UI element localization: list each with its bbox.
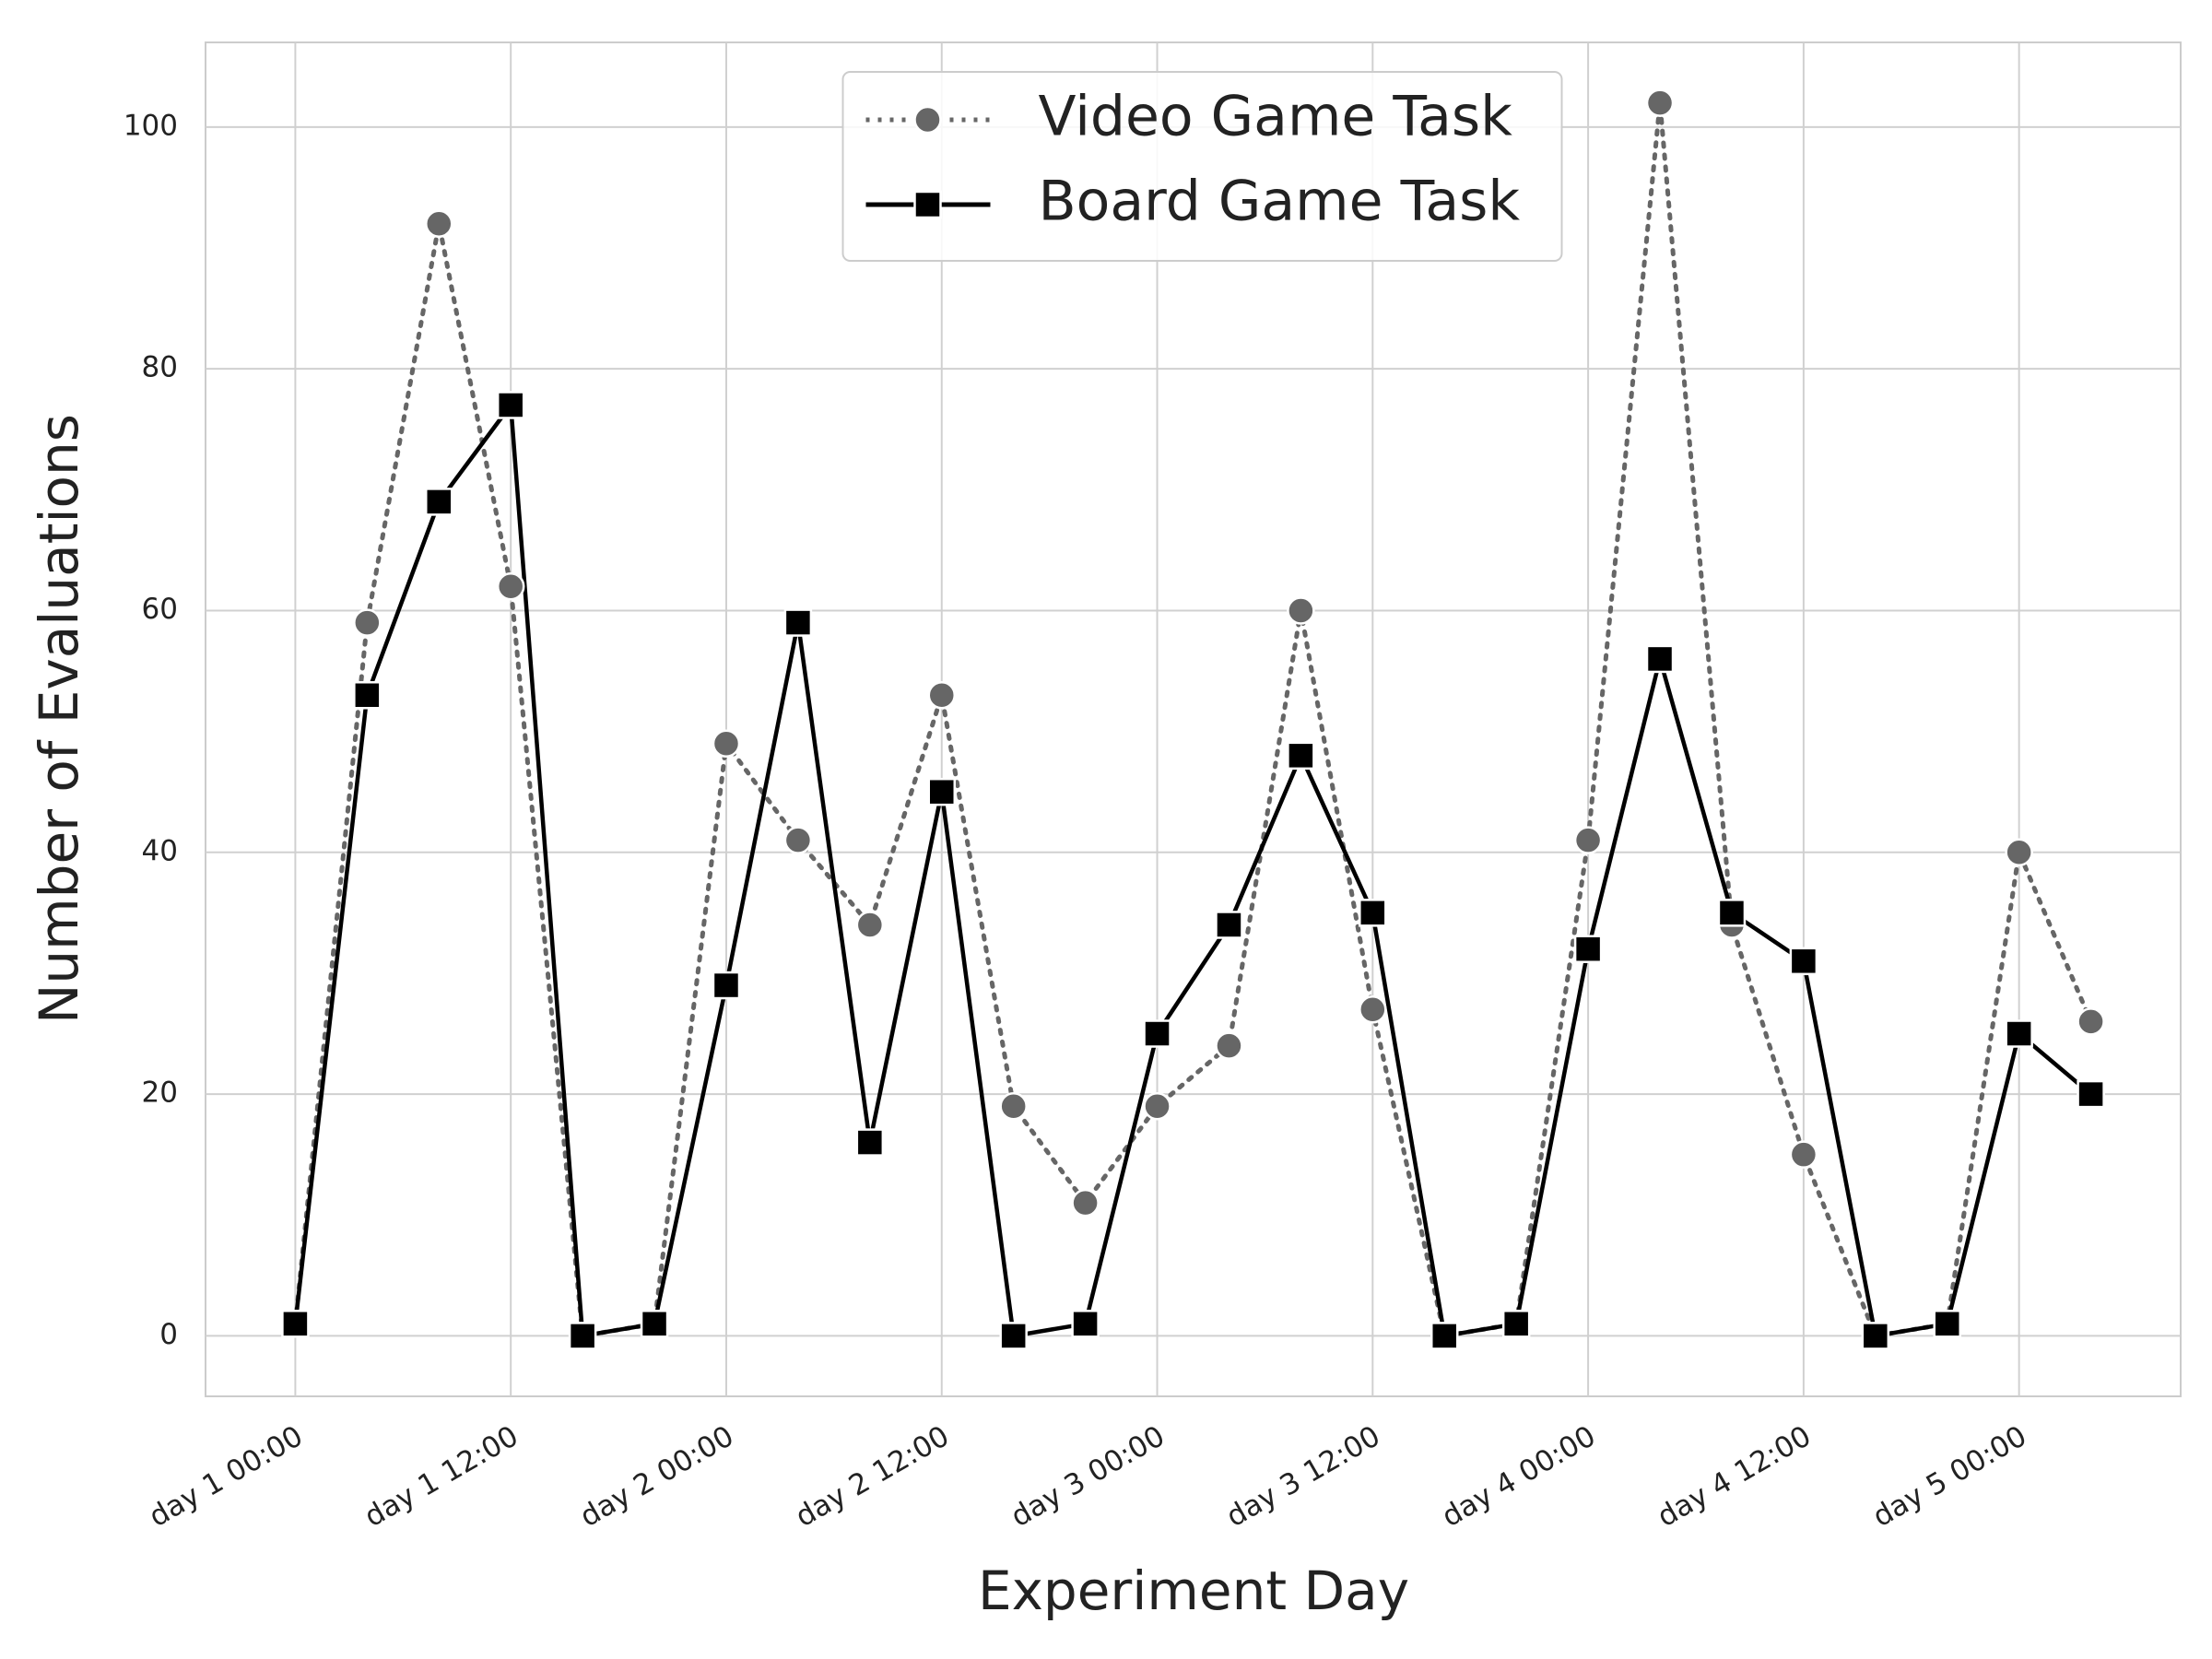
y-tick-label: 40 <box>142 834 178 867</box>
y-axis-title: Number of Evaluations <box>28 414 90 1024</box>
y-tick-label: 100 <box>124 109 178 142</box>
marker <box>1645 644 1675 674</box>
marker <box>1287 596 1315 625</box>
y-tick-label: 20 <box>142 1077 178 1110</box>
legend-label: Video Game Task <box>1039 85 1513 149</box>
marker <box>1143 1019 1171 1048</box>
marker <box>1071 1310 1100 1338</box>
marker <box>927 681 957 710</box>
marker <box>353 681 382 710</box>
marker <box>1645 88 1675 117</box>
marker <box>1215 911 1243 939</box>
marker <box>927 777 957 806</box>
x-tick-label: day 2 00:00 <box>574 1419 739 1534</box>
marker <box>1789 1140 1818 1169</box>
x-tick-label: day 4 00:00 <box>1436 1419 1601 1534</box>
marker <box>2005 1019 2033 1048</box>
marker <box>568 1322 597 1350</box>
marker <box>2077 1007 2105 1036</box>
marker <box>496 571 525 601</box>
marker <box>1287 741 1315 771</box>
marker <box>1717 899 1747 927</box>
x-tick-label: day 1 00:00 <box>144 1419 309 1534</box>
legend-marker <box>913 105 942 135</box>
marker <box>855 1128 885 1157</box>
marker <box>353 608 382 637</box>
marker <box>1789 947 1818 976</box>
marker <box>2077 1079 2105 1109</box>
y-tick-label: 80 <box>142 351 178 384</box>
marker <box>999 1091 1028 1121</box>
marker <box>640 1310 669 1338</box>
marker <box>1071 1188 1100 1218</box>
y-tick-label: 0 <box>159 1318 178 1351</box>
marker <box>425 209 453 238</box>
marker <box>1430 1322 1459 1350</box>
marker <box>281 1310 310 1338</box>
marker <box>783 608 813 637</box>
marker <box>1573 826 1603 854</box>
marker <box>1501 1310 1531 1338</box>
marker <box>1359 899 1387 927</box>
x-axis-title: Experiment Day <box>978 1559 1409 1622</box>
marker <box>712 971 741 1000</box>
legend: Video Game Task Board Game Task <box>841 71 1563 262</box>
marker <box>2005 838 2033 867</box>
marker <box>425 488 453 516</box>
marker <box>855 911 885 939</box>
marker <box>496 391 525 419</box>
marker <box>1215 1031 1243 1060</box>
marker <box>1861 1322 1890 1350</box>
x-tick-label: day 3 00:00 <box>1006 1419 1171 1534</box>
marker <box>1143 1091 1171 1121</box>
legend-box <box>841 71 1563 262</box>
marker <box>1933 1310 1961 1338</box>
x-tick-label: day 5 00:00 <box>1867 1419 2032 1534</box>
marker <box>1573 935 1603 963</box>
x-tick-label: day 4 12:00 <box>1652 1419 1817 1534</box>
legend-marker <box>913 190 942 219</box>
marker <box>999 1322 1028 1350</box>
marker <box>783 826 813 854</box>
legend-label: Board Game Task <box>1039 170 1521 234</box>
x-tick-label: day 2 12:00 <box>790 1419 955 1534</box>
x-tick-label: day 1 12:00 <box>359 1419 524 1534</box>
x-tick-label: day 3 12:00 <box>1221 1419 1386 1534</box>
y-tick-label: 60 <box>142 593 178 626</box>
marker <box>712 729 741 758</box>
marker <box>1359 995 1387 1024</box>
